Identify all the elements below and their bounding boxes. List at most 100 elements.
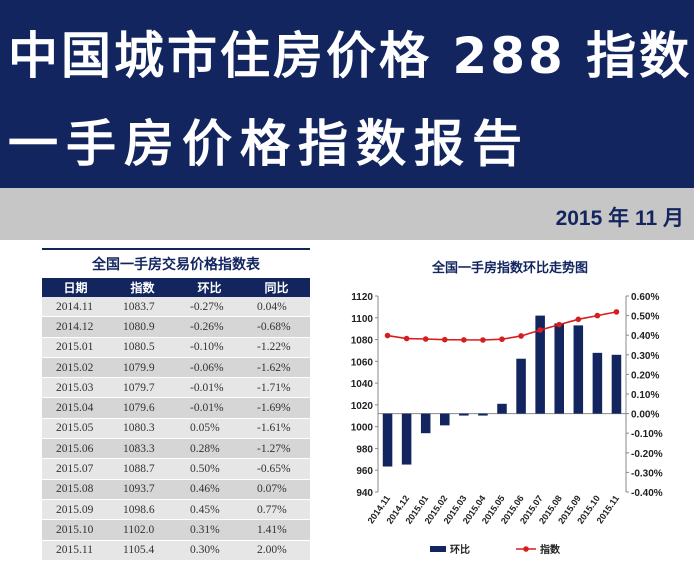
mom-bar	[611, 354, 622, 414]
index-cell: 1083.3	[109, 438, 176, 460]
left-tick-label: 1080	[351, 336, 374, 347]
report-title-line1: 中国城市住房价格 288 指数	[8, 27, 693, 85]
mom-cell: 0.45%	[176, 499, 243, 521]
left-tick-label: 980	[356, 444, 373, 455]
report-title-line2: 一手房价格指数报告	[8, 115, 530, 173]
mom-cell: -0.01%	[176, 397, 243, 419]
index-cell: 1093.7	[109, 479, 176, 500]
right-tick-label: -0.40%	[631, 488, 663, 499]
mom-bar	[478, 413, 488, 416]
yoy-cell: -1.62%	[243, 357, 310, 379]
date-cell: 2015.05	[42, 418, 109, 440]
table-row: 2015.08 1093.7 0.46% 0.07%	[42, 479, 310, 500]
yoy-cell: 0.04%	[243, 297, 310, 318]
date-cell: 2015.04	[42, 397, 109, 419]
table-row: 2015.09 1098.6 0.45% 0.77%	[42, 499, 310, 521]
index-cell: 1080.5	[109, 337, 176, 358]
mom-cell: 0.46%	[176, 479, 243, 500]
date-cell: 2015.06	[42, 438, 109, 460]
right-tick-label: 0.60%	[631, 292, 659, 303]
mom-bar	[516, 358, 526, 414]
left-tick-label: 1020	[351, 401, 374, 412]
date-cell: 2015.08	[42, 479, 109, 500]
table-row: 2014.12 1080.9 -0.26% -0.68%	[42, 316, 310, 338]
index-cell: 1088.7	[109, 458, 176, 480]
date-cell: 2014.11	[42, 297, 109, 318]
table-row: 2014.11 1083.7 -0.27% 0.04%	[42, 297, 310, 318]
index-cell: 1079.6	[109, 397, 176, 419]
mom-bar	[382, 413, 393, 467]
legend-swatch-index-point	[523, 546, 529, 552]
yoy-cell: -1.69%	[243, 397, 310, 419]
mom-trend-chart: 全国一手房指数环比走势图 940 960 980 1000 1020 1040 1060 108…	[351, 260, 663, 556]
table-row: 2015.06 1083.3 0.28% -1.27%	[42, 438, 310, 460]
header-date: 日期	[42, 278, 109, 297]
legend-label-mom: 环比	[450, 543, 470, 556]
index-cell: 1080.3	[109, 418, 176, 440]
right-tick-label: -0.30%	[631, 468, 663, 479]
table-row: 2015.04 1079.6 -0.01% -1.69%	[42, 397, 310, 419]
date-cell: 2015.11	[42, 540, 109, 561]
index-point	[575, 316, 582, 323]
mom-bar	[401, 413, 412, 465]
index-cell: 1098.6	[109, 499, 176, 521]
mom-bar	[535, 315, 545, 414]
table-row: 2015.01 1080.5 -0.10% -1.22%	[42, 337, 310, 358]
yoy-cell: -1.22%	[243, 337, 310, 358]
date-cell: 2014.12	[42, 316, 109, 338]
table-title: 全国一手房交易价格指数表	[42, 248, 310, 278]
index-point	[480, 337, 486, 343]
legend-swatch-mom	[430, 546, 446, 552]
chart-title: 全国一手房指数环比走势图	[431, 260, 588, 275]
mom-bar	[573, 325, 584, 414]
index-point	[556, 321, 563, 328]
index-point	[594, 312, 601, 319]
mom-bar	[459, 413, 469, 416]
right-tick-label: 0.00%	[631, 410, 659, 421]
right-tick-label: 0.20%	[631, 370, 659, 381]
index-cell: 1079.7	[109, 377, 176, 399]
index-point	[403, 335, 410, 342]
yoy-cell: 2.00%	[243, 540, 310, 561]
chart-panel: 全国一手房指数环比走势图 940 960 980 1000 1020 1040 1060 108…	[334, 248, 686, 560]
mom-cell: -0.26%	[176, 316, 243, 338]
index-point	[537, 327, 543, 333]
yoy-cell: 1.41%	[243, 519, 310, 541]
mom-cell: -0.27%	[176, 297, 243, 318]
mom-bar	[554, 323, 564, 414]
table-header-row: 日期 指数 环比 同比	[42, 278, 310, 297]
right-tick-label: -0.20%	[631, 449, 663, 460]
index-point	[422, 336, 429, 342]
date-cell: 2015.03	[42, 377, 109, 399]
mom-bar	[440, 413, 450, 426]
left-tick-label: 1000	[351, 423, 374, 434]
right-tick-label: 0.10%	[631, 390, 659, 401]
date-cell: 2015.02	[42, 357, 109, 379]
date-band: 2015 年 11 月	[0, 188, 694, 240]
index-point	[441, 336, 448, 343]
table-body: 2014.11 1083.7 -0.27% 0.04% 2014.12 1080.9 -0.…	[42, 297, 310, 561]
report-banner: 中国城市住房价格 288 指数 一手房价格指数报告	[0, 0, 694, 188]
yoy-cell: -0.68%	[243, 316, 310, 338]
left-tick-label: 1100	[351, 314, 373, 325]
header-mom: 环比	[176, 278, 243, 297]
price-index-table: 日期 指数 环比 同比 2014.11 1083.7 -0.27% 0.04% 2014…	[42, 278, 310, 561]
index-point	[461, 337, 467, 343]
mom-cell: -0.06%	[176, 357, 243, 379]
mom-bar	[592, 352, 603, 414]
mom-cell: -0.01%	[176, 377, 243, 399]
table-row: 2015.02 1079.9 -0.06% -1.62%	[42, 357, 310, 379]
mom-bar	[497, 403, 507, 414]
legend-label-index: 指数	[540, 543, 561, 556]
mom-cell: -0.10%	[176, 337, 243, 358]
index-cell: 1079.9	[109, 357, 176, 379]
yoy-cell: 0.07%	[243, 479, 310, 500]
left-tick-label: 1120	[351, 292, 373, 303]
left-tick-label: 1060	[351, 357, 374, 368]
price-index-table-panel: 全国一手房交易价格指数表 日期 指数 环比 同比 2014.11 1083.7 -0…	[42, 248, 310, 561]
index-point	[499, 336, 505, 343]
right-tick-label: 0.30%	[631, 351, 659, 362]
date-cell: 2015.07	[42, 458, 109, 480]
table-row: 2015.07 1088.7 0.50% -0.65%	[42, 458, 310, 480]
mom-cell: 0.30%	[176, 540, 243, 561]
